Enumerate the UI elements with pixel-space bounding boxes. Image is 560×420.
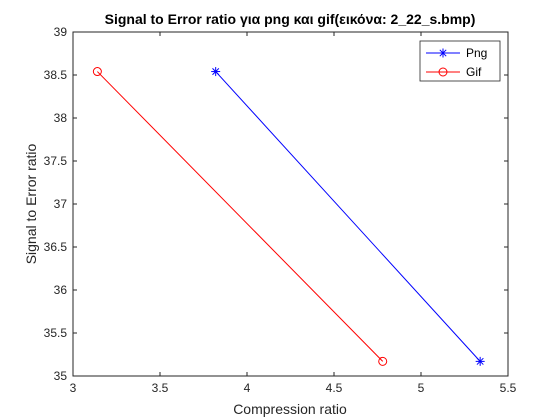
x-tick-label: 4 — [244, 381, 251, 395]
data-point-png — [211, 67, 221, 77]
y-tick-label: 36.5 — [44, 240, 68, 254]
y-tick-label: 37 — [54, 197, 68, 211]
legend-gif-marker — [438, 67, 448, 77]
x-axis-label: Compression ratio — [233, 401, 347, 417]
series-line-png — [215, 71, 481, 362]
data-point-png — [475, 356, 485, 366]
y-tick-label: 35.5 — [44, 326, 68, 340]
y-axis-ticks: 35 35.5 36 36.5 37 37.5 38 38.5 39 — [44, 25, 508, 383]
legend-box — [419, 40, 501, 82]
legend-gif-label: Gif — [466, 65, 482, 79]
series-line-gif — [97, 71, 384, 362]
y-tick-label: 36 — [54, 283, 68, 297]
data-point-gif — [378, 356, 388, 366]
legend: Png Gif — [419, 40, 501, 82]
legend-png-marker — [438, 48, 448, 58]
y-tick-label: 37.5 — [44, 154, 68, 168]
x-tick-label: 5 — [418, 381, 425, 395]
series-layer — [92, 67, 485, 366]
x-tick-label: 5.5 — [500, 381, 517, 395]
legend-png-label: Png — [466, 46, 487, 60]
y-tick-label: 38.5 — [44, 68, 68, 82]
x-tick-label: 3 — [70, 381, 77, 395]
x-axis-ticks: 3 3.5 4 4.5 5 5.5 — [70, 32, 517, 395]
plot-area — [72, 31, 509, 377]
y-tick-label: 39 — [54, 25, 68, 39]
y-tick-label: 38 — [54, 111, 68, 125]
data-point-gif — [92, 67, 102, 77]
y-axis-label: Signal to Error ratio — [23, 143, 39, 264]
x-tick-label: 3.5 — [152, 381, 169, 395]
x-tick-label: 4.5 — [326, 381, 343, 395]
chart-title: Signal to Error ratio για png και gif(ει… — [105, 11, 476, 27]
y-tick-label: 35 — [54, 369, 68, 383]
